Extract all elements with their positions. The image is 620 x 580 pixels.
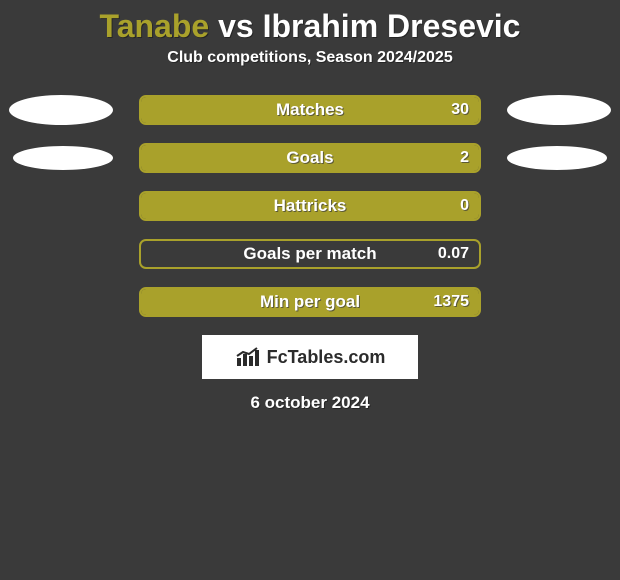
badge-text: FcTables.com [267, 347, 386, 368]
title-player2: Ibrahim Dresevic [263, 8, 521, 44]
subtitle: Club competitions, Season 2024/2025 [0, 49, 620, 67]
stat-row: Hattricks0 [0, 191, 620, 221]
bar-fill [141, 193, 479, 219]
date-text: 6 october 2024 [0, 393, 620, 413]
oval-right [507, 95, 611, 125]
bar-track: Goals per match0.07 [139, 239, 481, 269]
oval-right [507, 146, 607, 170]
bar-fill [141, 289, 479, 315]
title-vs: vs [209, 8, 262, 44]
stat-row: Min per goal1375 [0, 287, 620, 317]
stat-row: Matches30 [0, 95, 620, 125]
bar-value: 0.07 [438, 245, 469, 263]
stats-container: Matches30 Goals2 Hattricks0 Goals per match… [0, 95, 620, 317]
bar-track: Goals2 [139, 143, 481, 173]
bar-fill [141, 97, 479, 123]
bar-track: Min per goal1375 [139, 287, 481, 317]
page-title: Tanabe vs Ibrahim Dresevic [0, 0, 620, 49]
oval-left [13, 146, 113, 170]
bar-fill [141, 145, 479, 171]
fctables-badge: FcTables.com [202, 335, 418, 379]
stat-row: Goals2 [0, 143, 620, 173]
bar-track: Hattricks0 [139, 191, 481, 221]
stat-row: Goals per match0.07 [0, 239, 620, 269]
bar-track: Matches30 [139, 95, 481, 125]
bar-label: Goals per match [141, 244, 479, 264]
oval-left [9, 95, 113, 125]
chart-icon [235, 346, 261, 368]
title-player1: Tanabe [100, 8, 210, 44]
